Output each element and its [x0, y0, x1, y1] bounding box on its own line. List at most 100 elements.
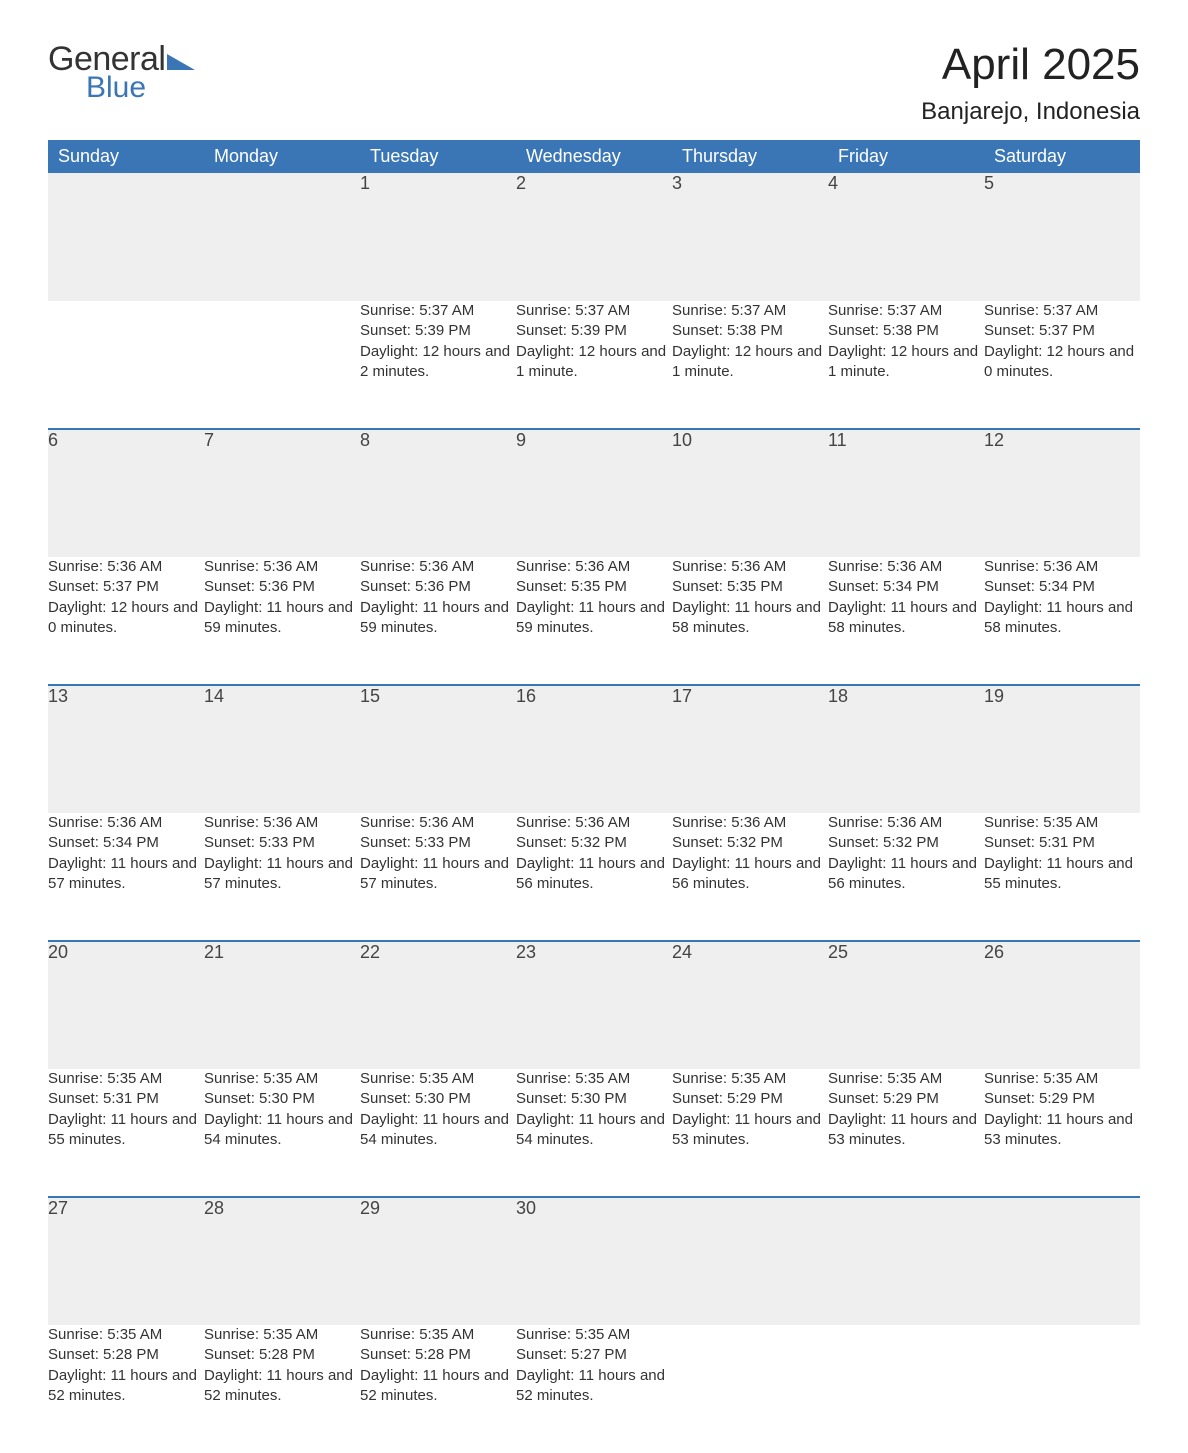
daylight-line: Daylight: 11 hours and 56 minutes.: [828, 854, 984, 895]
title-block: April 2025 Banjarejo, Indonesia: [921, 40, 1140, 126]
sunset-line: Sunset: 5:28 PM: [204, 1345, 360, 1365]
sunrise-line: Sunrise: 5:36 AM: [828, 557, 984, 577]
day-content-cell: [48, 301, 204, 429]
day-number-cell: 8: [360, 429, 516, 557]
sunset-line: Sunset: 5:35 PM: [516, 577, 672, 597]
sunrise-line: Sunrise: 5:37 AM: [516, 301, 672, 321]
day-header: Tuesday: [360, 140, 516, 173]
day-content-cell: Sunrise: 5:35 AMSunset: 5:30 PMDaylight:…: [204, 1069, 360, 1197]
daylight-line: Daylight: 11 hours and 54 minutes.: [516, 1110, 672, 1151]
day-content-cell: Sunrise: 5:37 AMSunset: 5:39 PMDaylight:…: [360, 301, 516, 429]
week-daynum-row: 13141516171819: [48, 685, 1140, 813]
sunrise-line: Sunrise: 5:35 AM: [984, 813, 1140, 833]
sunrise-line: Sunrise: 5:36 AM: [984, 557, 1140, 577]
day-content-cell: Sunrise: 5:36 AMSunset: 5:36 PMDaylight:…: [204, 557, 360, 685]
sunrise-line: Sunrise: 5:35 AM: [672, 1069, 828, 1089]
sunset-line: Sunset: 5:33 PM: [204, 833, 360, 853]
day-content-cell: [984, 1325, 1140, 1453]
sunrise-line: Sunrise: 5:37 AM: [360, 301, 516, 321]
sunset-line: Sunset: 5:38 PM: [672, 321, 828, 341]
day-number-cell: 29: [360, 1197, 516, 1325]
day-number-cell: 14: [204, 685, 360, 813]
daylight-line: Daylight: 12 hours and 0 minutes.: [984, 342, 1140, 383]
daylight-line: Daylight: 11 hours and 58 minutes.: [828, 598, 984, 639]
sunset-line: Sunset: 5:37 PM: [984, 321, 1140, 341]
daylight-line: Daylight: 11 hours and 52 minutes.: [204, 1366, 360, 1407]
day-content-cell: Sunrise: 5:35 AMSunset: 5:28 PMDaylight:…: [204, 1325, 360, 1453]
sunset-line: Sunset: 5:39 PM: [516, 321, 672, 341]
day-content-cell: Sunrise: 5:35 AMSunset: 5:31 PMDaylight:…: [984, 813, 1140, 941]
week-content-row: Sunrise: 5:37 AMSunset: 5:39 PM Daylight:…: [48, 301, 1140, 429]
location-subtitle: Banjarejo, Indonesia: [921, 98, 1140, 126]
daylight-line: Daylight: 12 hours and 1 minute.: [828, 342, 984, 383]
sunrise-line: Sunrise: 5:36 AM: [360, 557, 516, 577]
day-number-cell: [828, 1197, 984, 1325]
sunset-line: Sunset: 5:36 PM: [360, 577, 516, 597]
week-content-row: Sunrise: 5:36 AMSunset: 5:37 PMDaylight:…: [48, 557, 1140, 685]
day-content-cell: Sunrise: 5:35 AMSunset: 5:29 PMDaylight:…: [672, 1069, 828, 1197]
day-number-cell: 18: [828, 685, 984, 813]
sunset-line: Sunset: 5:28 PM: [360, 1345, 516, 1365]
sunset-line: Sunset: 5:31 PM: [984, 833, 1140, 853]
week-content-row: Sunrise: 5:35 AMSunset: 5:31 PMDaylight:…: [48, 1069, 1140, 1197]
sunrise-line: Sunrise: 5:35 AM: [516, 1069, 672, 1089]
day-content-cell: Sunrise: 5:36 AMSunset: 5:36 PMDaylight:…: [360, 557, 516, 685]
sunrise-line: Sunrise: 5:35 AM: [516, 1325, 672, 1345]
day-content-cell: Sunrise: 5:36 AMSunset: 5:34 PMDaylight:…: [828, 557, 984, 685]
daylight-line: Daylight: 11 hours and 53 minutes.: [672, 1110, 828, 1151]
sunrise-line: Sunrise: 5:35 AM: [204, 1325, 360, 1345]
sunset-line: Sunset: 5:35 PM: [672, 577, 828, 597]
daylight-line: Daylight: 11 hours and 52 minutes.: [48, 1366, 204, 1407]
sunrise-line: Sunrise: 5:36 AM: [828, 813, 984, 833]
daylight-line: Daylight: 11 hours and 54 minutes.: [360, 1110, 516, 1151]
day-content-cell: Sunrise: 5:36 AMSunset: 5:33 PMDaylight:…: [204, 813, 360, 941]
day-content-cell: [204, 301, 360, 429]
sunrise-line: Sunrise: 5:36 AM: [516, 557, 672, 577]
day-content-cell: [828, 1325, 984, 1453]
day-content-cell: Sunrise: 5:35 AMSunset: 5:30 PMDaylight:…: [516, 1069, 672, 1197]
week-daynum-row: 27282930: [48, 1197, 1140, 1325]
sunset-line: Sunset: 5:29 PM: [672, 1089, 828, 1109]
day-number-cell: 23: [516, 941, 672, 1069]
day-number-cell: 1: [360, 173, 516, 301]
day-number-cell: 20: [48, 941, 204, 1069]
week-content-row: Sunrise: 5:36 AMSunset: 5:34 PMDaylight:…: [48, 813, 1140, 941]
day-header: Friday: [828, 140, 984, 173]
sunset-line: Sunset: 5:34 PM: [828, 577, 984, 597]
daylight-line: Daylight: 11 hours and 59 minutes.: [204, 598, 360, 639]
day-number-cell: 24: [672, 941, 828, 1069]
day-content-cell: Sunrise: 5:35 AMSunset: 5:29 PMDaylight:…: [984, 1069, 1140, 1197]
daylight-line: Daylight: 11 hours and 56 minutes.: [516, 854, 672, 895]
day-header: Wednesday: [516, 140, 672, 173]
daylight-line: Daylight: 11 hours and 58 minutes.: [984, 598, 1140, 639]
month-title: April 2025: [921, 40, 1140, 90]
day-number-cell: 11: [828, 429, 984, 557]
sunrise-line: Sunrise: 5:36 AM: [204, 557, 360, 577]
brand-triangle-icon: [167, 54, 195, 70]
day-number-cell: 16: [516, 685, 672, 813]
sunrise-line: Sunrise: 5:35 AM: [360, 1325, 516, 1345]
day-number-cell: 9: [516, 429, 672, 557]
sunset-line: Sunset: 5:30 PM: [360, 1089, 516, 1109]
sunset-line: Sunset: 5:32 PM: [672, 833, 828, 853]
daylight-line: Daylight: 11 hours and 57 minutes.: [48, 854, 204, 895]
week-daynum-row: 20212223242526: [48, 941, 1140, 1069]
day-content-cell: Sunrise: 5:36 AMSunset: 5:37 PMDaylight:…: [48, 557, 204, 685]
day-content-cell: [672, 1325, 828, 1453]
sunset-line: Sunset: 5:27 PM: [516, 1345, 672, 1365]
week-content-row: Sunrise: 5:35 AMSunset: 5:28 PMDaylight:…: [48, 1325, 1140, 1453]
sunset-line: Sunset: 5:37 PM: [48, 577, 204, 597]
day-content-cell: Sunrise: 5:36 AMSunset: 5:32 PMDaylight:…: [672, 813, 828, 941]
day-number-cell: 5: [984, 173, 1140, 301]
sunset-line: Sunset: 5:32 PM: [516, 833, 672, 853]
day-number-cell: [672, 1197, 828, 1325]
day-number-cell: 19: [984, 685, 1140, 813]
day-number-cell: 13: [48, 685, 204, 813]
daylight-line: Daylight: 12 hours and 0 minutes.: [48, 598, 204, 639]
sunset-line: Sunset: 5:34 PM: [48, 833, 204, 853]
sunrise-line: Sunrise: 5:36 AM: [48, 813, 204, 833]
day-number-cell: 28: [204, 1197, 360, 1325]
day-number-cell: 22: [360, 941, 516, 1069]
day-content-cell: Sunrise: 5:36 AMSunset: 5:34 PMDaylight:…: [48, 813, 204, 941]
day-number-cell: 2: [516, 173, 672, 301]
